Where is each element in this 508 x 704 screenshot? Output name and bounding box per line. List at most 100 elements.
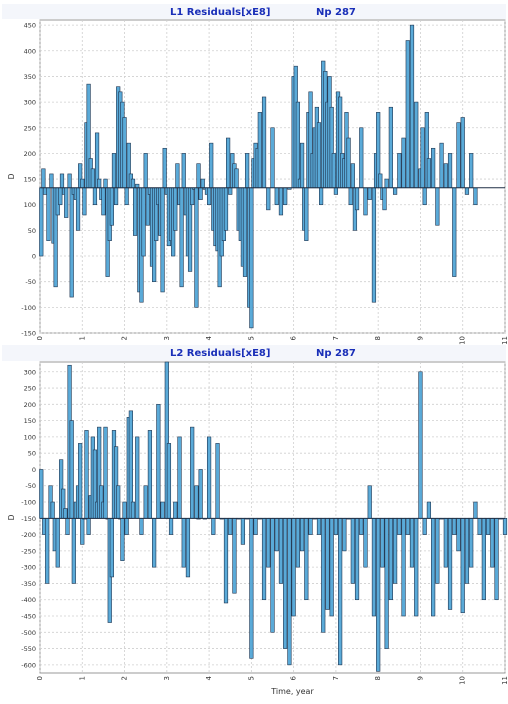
bar	[168, 518, 174, 535]
bar	[274, 187, 279, 206]
y-tick-label: -50	[25, 278, 36, 286]
bar	[65, 518, 70, 535]
x-tick-label: 4	[205, 335, 213, 340]
bar	[452, 187, 457, 277]
bar	[363, 187, 368, 216]
bar	[124, 187, 129, 206]
bar	[69, 420, 74, 519]
x-tick-label: 4	[205, 675, 213, 680]
y-tick-label: 100	[24, 201, 36, 209]
np-label: Np 287	[316, 348, 356, 359]
bar	[139, 518, 144, 535]
y-tick-label: -350	[21, 580, 36, 588]
bar	[71, 518, 76, 584]
bar	[111, 153, 117, 189]
y-tick-label: -600	[21, 661, 36, 669]
x-tick-label: 6	[290, 335, 298, 340]
bar	[228, 518, 233, 535]
bar	[299, 518, 305, 552]
y-tick-label: -450	[21, 613, 36, 621]
chart-title-bar	[2, 345, 506, 361]
bar	[245, 153, 250, 189]
bar	[135, 436, 140, 519]
bar	[92, 187, 98, 206]
bar	[63, 508, 68, 519]
bar	[316, 122, 322, 189]
y-tick-label: -550	[21, 645, 36, 653]
bar	[120, 518, 125, 561]
bar	[206, 187, 212, 206]
bar	[103, 178, 108, 189]
bar	[287, 518, 292, 666]
bar	[348, 187, 353, 206]
bar	[376, 518, 381, 672]
bar	[109, 187, 114, 226]
y-axis-label: D	[7, 514, 16, 520]
x-tick-label: 11	[501, 676, 508, 685]
bar	[333, 187, 339, 195]
chart-panel-2: L2 Residuals[xE8] Np 287-600-550-500-450-…	[2, 345, 508, 696]
bar	[156, 404, 161, 519]
bar	[228, 187, 233, 195]
bar	[378, 173, 383, 189]
bar	[90, 168, 95, 189]
x-tick-label: 9	[416, 336, 424, 340]
bar	[435, 518, 440, 584]
bar	[346, 137, 351, 189]
bar	[181, 153, 186, 189]
bar	[45, 518, 50, 584]
bar	[382, 187, 387, 211]
x-tick-label: 5	[247, 336, 255, 340]
bar	[196, 163, 201, 189]
x-axis-label: Time, year	[270, 687, 314, 696]
bar	[223, 187, 229, 231]
bar	[452, 518, 457, 535]
bar	[426, 501, 432, 519]
bar	[354, 187, 360, 211]
bar	[494, 518, 499, 601]
bar	[392, 187, 398, 195]
x-tick-label: 2	[121, 336, 129, 340]
y-tick-label: 300	[24, 99, 36, 107]
bar	[67, 173, 72, 189]
bar	[380, 518, 385, 568]
bar	[490, 518, 495, 568]
y-tick-label: 50	[28, 227, 36, 235]
bar	[397, 518, 402, 535]
bar	[447, 153, 453, 189]
bar	[367, 187, 372, 200]
bar	[409, 24, 415, 189]
bar	[181, 518, 186, 568]
bar	[152, 518, 157, 568]
bar	[130, 178, 136, 189]
bar	[86, 518, 91, 535]
bar	[342, 518, 347, 552]
y-tick-label: -500	[21, 629, 36, 637]
x-tick-label: 3	[163, 676, 171, 680]
x-tick-label: 2	[121, 676, 129, 680]
bar	[414, 518, 419, 617]
bar	[175, 163, 180, 189]
bar	[39, 187, 44, 257]
bar	[308, 518, 313, 535]
bar	[443, 163, 448, 189]
bar	[249, 187, 254, 329]
bar	[401, 137, 406, 189]
bar	[160, 187, 165, 293]
x-tick-label: 0	[36, 336, 44, 340]
bar	[469, 518, 474, 568]
chart-title-bar	[2, 4, 506, 19]
bar	[147, 430, 153, 519]
bar	[109, 518, 114, 578]
y-tick-label: 0	[32, 253, 36, 261]
bar	[242, 187, 248, 277]
bar	[473, 501, 478, 519]
bar	[122, 501, 127, 519]
x-tick-label: 7	[332, 336, 340, 340]
bar	[75, 187, 81, 231]
x-tick-label: 8	[374, 676, 382, 680]
x-tick-label: 3	[163, 336, 171, 340]
bar	[464, 187, 470, 195]
y-tick-label: -100	[21, 304, 36, 312]
bar	[162, 147, 167, 189]
